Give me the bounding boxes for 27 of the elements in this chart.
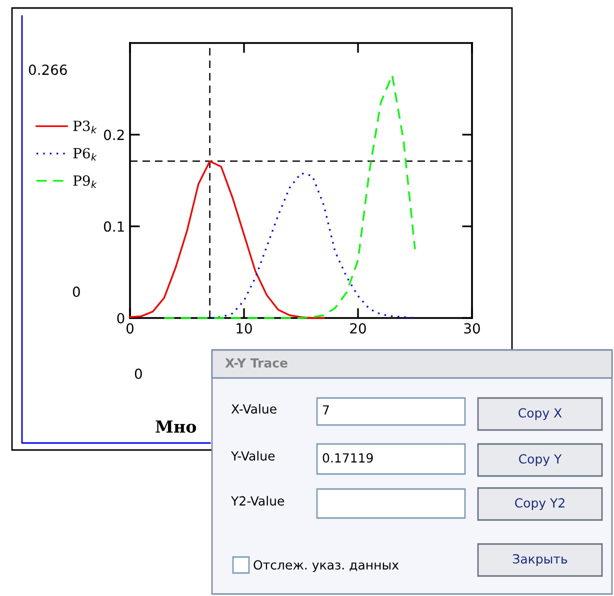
text: X-Value [231,404,276,414]
x-tick-label: 10 [236,323,252,334]
x-tick-label: 0 [126,323,134,334]
x-tick-label: 20 [350,323,366,334]
text: Мно [156,420,196,433]
text: Y-Value [230,450,275,461]
text: Copy Y2 [515,498,564,510]
text: 0 [134,368,142,380]
text: 7 [323,405,329,414]
text: 0 [72,286,80,298]
legend-label: P6$_{k}$ [73,148,97,161]
x-tick-label: 30 [464,323,480,334]
text: X-Y Trace [225,358,288,368]
line-series [129,160,325,319]
legend-label: P9$_{k}$ [73,175,97,188]
text: 0.266 [28,64,67,76]
line-series [163,74,416,319]
y-tick-label: 0.1 [104,221,124,232]
text: Copy X [518,408,562,420]
y-tick-label: 0.2 [104,130,124,140]
y-tick-label: 0 [117,312,124,324]
text: 0.17119 [322,453,373,463]
legend-label: P3$_{k}$ [73,120,97,134]
text: Copy Y [519,454,562,466]
text: Y2-Value [230,496,284,506]
text: Отслеж. указ. данных [254,560,399,572]
text: Закрыть [512,554,568,566]
